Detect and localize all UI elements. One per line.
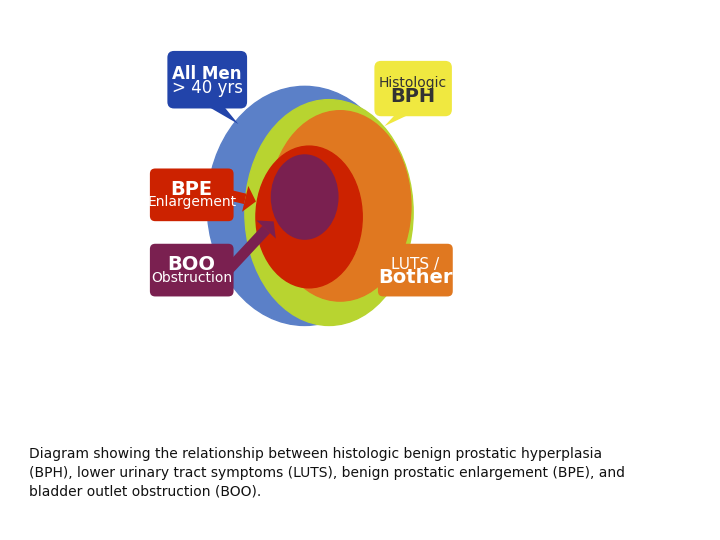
Polygon shape xyxy=(227,190,246,204)
Text: Diagram showing the relationship between histologic benign prostatic hyperplasia: Diagram showing the relationship between… xyxy=(29,447,625,498)
Ellipse shape xyxy=(256,146,362,288)
Text: BPH: BPH xyxy=(390,86,436,106)
Text: Bother: Bother xyxy=(378,268,453,287)
Ellipse shape xyxy=(271,155,338,239)
Text: All Men: All Men xyxy=(173,65,242,83)
FancyBboxPatch shape xyxy=(167,51,247,109)
Polygon shape xyxy=(356,241,369,267)
Text: BPE: BPE xyxy=(171,180,213,199)
Ellipse shape xyxy=(207,86,402,326)
Text: Obstruction: Obstruction xyxy=(151,271,233,285)
Ellipse shape xyxy=(245,99,413,326)
Polygon shape xyxy=(242,186,256,212)
Text: BOO: BOO xyxy=(168,255,216,274)
Text: Histologic: Histologic xyxy=(379,76,447,90)
Polygon shape xyxy=(196,100,238,124)
Polygon shape xyxy=(384,107,424,126)
Polygon shape xyxy=(366,249,449,275)
FancyBboxPatch shape xyxy=(150,244,233,296)
FancyBboxPatch shape xyxy=(150,168,233,221)
Ellipse shape xyxy=(269,111,411,301)
FancyBboxPatch shape xyxy=(378,244,453,296)
Polygon shape xyxy=(256,220,276,239)
Polygon shape xyxy=(225,226,270,274)
Text: Enlargement: Enlargement xyxy=(147,195,236,210)
FancyBboxPatch shape xyxy=(374,61,452,116)
Text: > 40 yrs: > 40 yrs xyxy=(172,79,243,97)
Text: LUTS /: LUTS / xyxy=(391,257,439,272)
